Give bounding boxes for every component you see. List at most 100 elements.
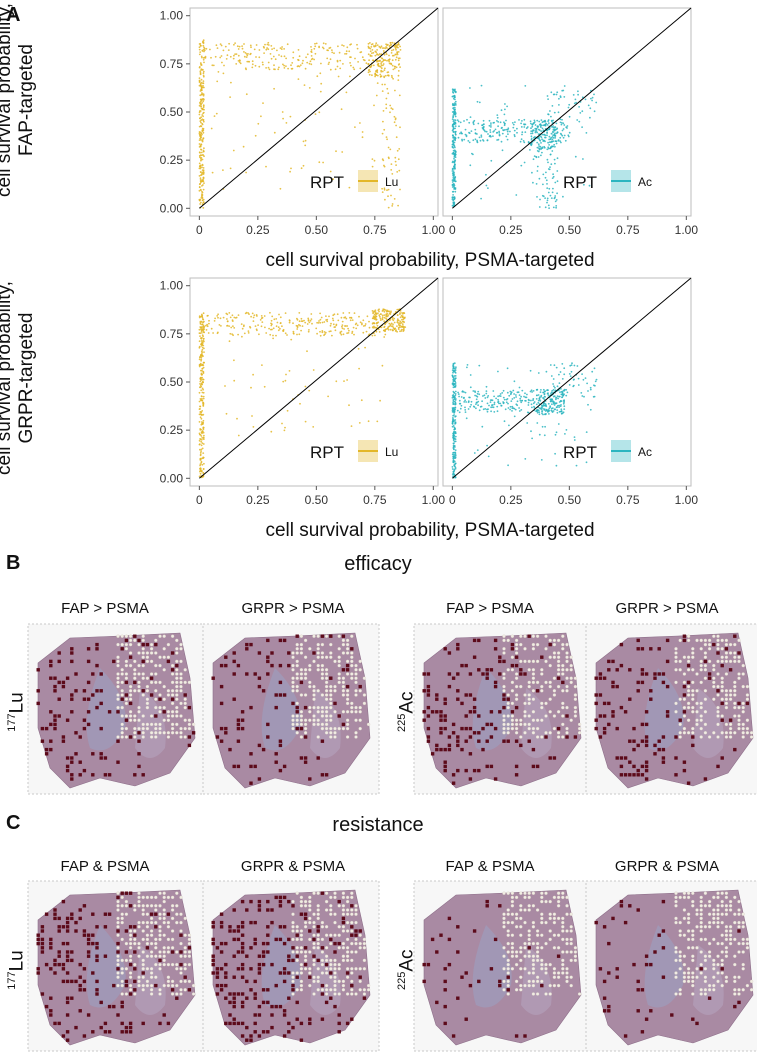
spot-empty	[179, 659, 183, 664]
data-point	[516, 400, 519, 403]
spot-empty	[308, 705, 312, 710]
spot-high	[565, 735, 569, 739]
data-point	[296, 326, 299, 329]
data-point	[381, 364, 384, 367]
isotope-mass: 177	[6, 971, 18, 990]
data-point	[373, 159, 376, 162]
spot-empty	[699, 714, 703, 718]
data-point	[198, 408, 201, 410]
spot-empty	[556, 684, 561, 689]
spot-high	[70, 777, 74, 781]
spot-high	[257, 899, 262, 904]
spot-empty	[291, 950, 295, 954]
spot-high	[594, 701, 598, 706]
data-point	[379, 46, 382, 49]
data-point	[572, 385, 575, 388]
spot-empty	[699, 647, 703, 651]
data-point	[368, 326, 371, 329]
spot-empty	[695, 710, 699, 714]
spot-empty	[674, 659, 678, 664]
spot-high	[40, 726, 45, 731]
isotope-label-b-ac: 225Ac	[396, 691, 420, 732]
data-point	[386, 138, 388, 141]
data-point	[389, 311, 392, 314]
spot-high	[456, 735, 460, 739]
data-point	[565, 388, 568, 391]
spot-empty	[341, 904, 346, 908]
data-point	[562, 89, 565, 92]
data-point	[225, 412, 228, 415]
spot-high	[49, 722, 53, 727]
spot-empty	[350, 891, 354, 895]
spot-empty	[149, 659, 154, 664]
data-point	[499, 393, 502, 395]
spot-empty	[128, 689, 133, 693]
data-point	[245, 56, 248, 58]
spot-empty	[345, 697, 350, 701]
spot-high	[468, 672, 473, 676]
data-point	[397, 326, 400, 329]
data-point	[387, 146, 390, 149]
data-point	[236, 45, 239, 48]
data-point	[505, 135, 508, 138]
data-point	[220, 325, 222, 327]
data-point	[397, 51, 400, 53]
data-point	[532, 129, 534, 132]
spot-empty	[737, 672, 741, 676]
spot-empty	[341, 642, 346, 647]
data-point	[386, 189, 388, 192]
data-point	[199, 472, 202, 475]
data-point	[383, 128, 386, 131]
data-point	[353, 68, 356, 71]
data-point	[502, 129, 505, 132]
spot-empty	[120, 971, 124, 975]
data-point	[452, 403, 455, 405]
spot-high	[166, 1021, 171, 1026]
data-point	[536, 150, 539, 152]
data-point	[451, 167, 454, 170]
data-point	[200, 55, 203, 58]
spot-empty	[291, 920, 295, 925]
spot-high	[65, 1000, 70, 1005]
spot-high	[295, 726, 299, 731]
spot-empty	[678, 735, 682, 739]
data-point	[383, 336, 386, 338]
data-point	[533, 155, 536, 158]
data-point	[306, 61, 309, 64]
spot-empty	[154, 697, 158, 701]
spot-empty	[514, 693, 519, 697]
spot-empty	[166, 655, 171, 659]
spot-high	[266, 722, 270, 727]
data-point	[561, 412, 564, 414]
spot-empty	[179, 941, 183, 946]
spot-empty	[179, 672, 183, 676]
spot-high	[602, 726, 607, 731]
spot-high	[103, 912, 108, 916]
data-point	[199, 62, 202, 64]
spot-empty	[540, 684, 544, 689]
data-point	[361, 131, 364, 133]
data-point	[296, 328, 299, 330]
spot-grid-frame	[585, 623, 757, 795]
data-point	[310, 58, 313, 61]
spot-empty	[120, 689, 124, 693]
spot-empty	[312, 912, 316, 916]
data-point	[257, 324, 259, 326]
data-point	[319, 90, 322, 93]
spot-empty	[299, 962, 304, 967]
spot-high	[611, 680, 615, 685]
spot-empty	[149, 933, 154, 937]
spot-high	[489, 722, 494, 727]
data-point	[391, 205, 394, 207]
data-point	[387, 92, 390, 95]
spot-high	[65, 768, 70, 773]
data-point	[376, 82, 379, 84]
spot-high	[316, 929, 320, 933]
data-point	[335, 380, 338, 383]
spot-empty	[316, 642, 320, 647]
data-point	[460, 404, 463, 407]
data-point	[552, 383, 554, 385]
data-point	[544, 404, 547, 407]
spot-empty	[324, 697, 329, 701]
spot-empty	[716, 659, 720, 664]
